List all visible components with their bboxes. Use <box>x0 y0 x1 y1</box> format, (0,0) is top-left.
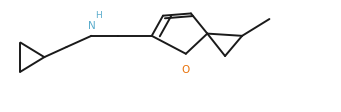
Text: H: H <box>95 11 102 20</box>
Text: O: O <box>182 65 190 75</box>
Text: N: N <box>88 21 95 31</box>
